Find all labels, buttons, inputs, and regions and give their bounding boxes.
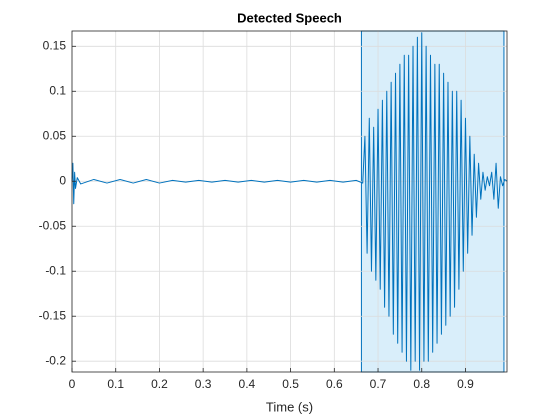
plot-area: [71, 30, 508, 373]
x-tick-label: 0.1: [107, 377, 124, 391]
waveform: [71, 32, 508, 371]
x-tick-label: 0.5: [282, 377, 299, 391]
x-tick-label: 0.9: [457, 377, 474, 391]
x-tick-label: 0: [69, 377, 76, 391]
x-tick-label: 0.2: [151, 377, 168, 391]
y-tick-label: -0.15: [39, 308, 67, 322]
x-tick-label: 0.3: [195, 377, 212, 391]
y-tick-label: 0.1: [49, 83, 66, 97]
y-tick-label: -0.2: [45, 353, 66, 367]
y-tick-label: -0.1: [45, 263, 66, 277]
y-tick-label: -0.05: [39, 218, 67, 232]
x-tick-label: 0.4: [239, 377, 256, 391]
chart-title: Detected Speech: [237, 10, 342, 25]
x-tick-label: 0.6: [326, 377, 343, 391]
y-tick-label: 0: [59, 173, 66, 187]
x-tick-label: 0.8: [413, 377, 430, 391]
x-axis-label: Time (s): [266, 399, 313, 414]
axes-box: [71, 30, 508, 373]
y-tick-label: 0.05: [43, 128, 67, 142]
y-tick-label: 0.15: [43, 38, 67, 52]
x-tick-label: 0.7: [370, 377, 387, 391]
